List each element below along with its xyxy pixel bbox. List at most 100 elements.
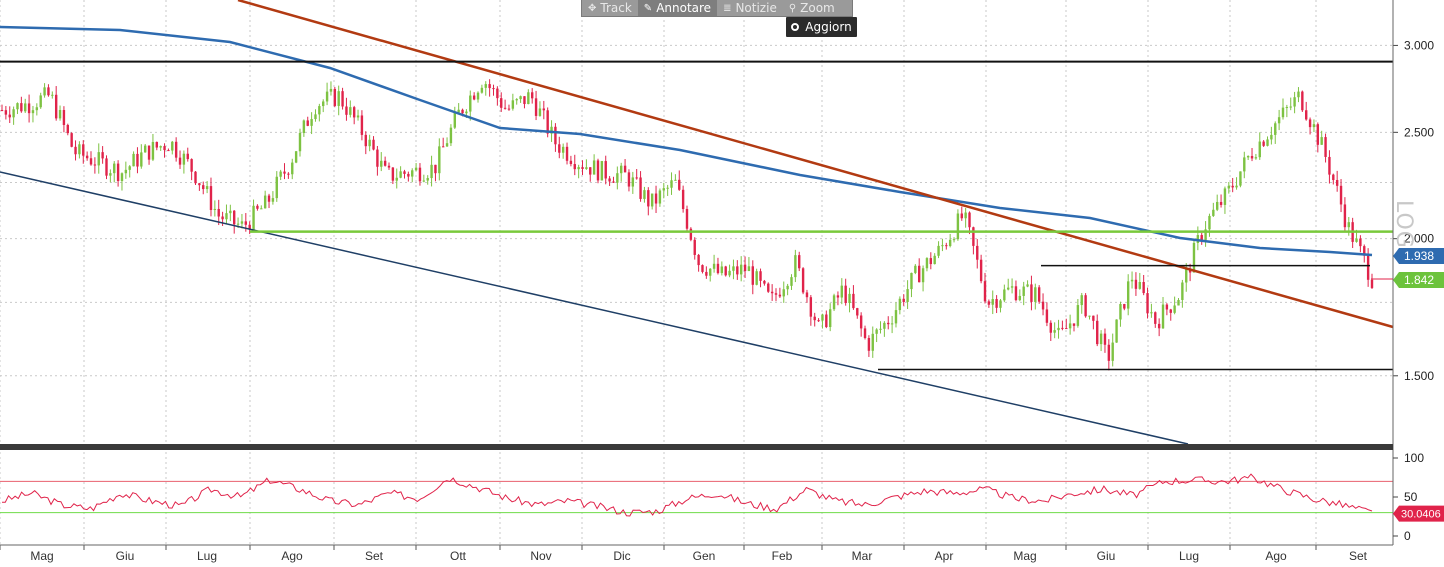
candle-body	[620, 165, 623, 174]
candle-body	[8, 114, 11, 118]
candle-body	[1014, 286, 1018, 301]
x-tick-label: Dic	[613, 549, 630, 563]
candle-body	[515, 99, 518, 101]
candle-body	[914, 265, 917, 273]
candle-body	[1301, 91, 1304, 111]
candle-body	[472, 95, 476, 100]
candle-body	[604, 161, 607, 179]
x-tick-label: Set	[365, 549, 384, 563]
candle-body	[1212, 209, 1215, 216]
news-button[interactable]: ≣ Notizie	[723, 1, 777, 15]
candle-body	[712, 263, 716, 269]
candle-body	[790, 277, 793, 286]
candle-body	[256, 205, 259, 209]
candle-body	[589, 167, 592, 175]
candle-body	[693, 239, 696, 255]
candle-body	[368, 139, 371, 147]
candle-body	[709, 268, 712, 276]
candle-body	[968, 212, 971, 228]
candle-body	[1088, 315, 1091, 317]
candle-body	[573, 164, 576, 170]
candle-body	[608, 178, 611, 182]
candle-body	[1177, 299, 1180, 306]
candle-body	[441, 146, 445, 148]
candle-body	[1119, 304, 1122, 320]
candle-body	[976, 245, 979, 260]
candle-body	[12, 109, 15, 118]
candle-body	[747, 266, 751, 272]
candle-body	[658, 190, 662, 204]
candle-body	[1328, 156, 1331, 175]
candle-body	[1092, 315, 1095, 321]
candle-body	[1308, 119, 1312, 128]
candle-body	[496, 88, 499, 99]
candle-body	[979, 259, 983, 282]
candle-body	[190, 159, 193, 172]
candle-body	[674, 179, 677, 181]
candle-body	[143, 145, 147, 153]
candle-body	[867, 338, 871, 351]
candle-body	[66, 124, 69, 134]
candle-body	[233, 210, 236, 225]
y-tick-label: 2.500	[1404, 125, 1434, 139]
candle-body	[128, 166, 131, 170]
candle-body	[887, 322, 890, 325]
candle-body	[569, 160, 573, 165]
candle-body	[840, 285, 844, 298]
candle-body	[209, 186, 213, 210]
candle-body	[97, 152, 100, 166]
log-scale-label[interactable]: LOG	[1391, 200, 1416, 249]
candle-body	[925, 258, 929, 269]
candle-body	[1057, 327, 1060, 331]
candle-body	[310, 119, 313, 126]
rsi-tick-label: 0	[1404, 529, 1411, 543]
candle-body	[236, 223, 240, 225]
candle-body	[306, 120, 309, 126]
candle-body	[120, 173, 124, 182]
candle-body	[329, 88, 333, 92]
candle-body	[352, 107, 356, 118]
rsi-tick-label: 100	[1404, 451, 1424, 465]
candle-body	[132, 153, 135, 167]
candle-body	[1003, 289, 1006, 301]
candle-body	[140, 152, 143, 167]
annotate-button[interactable]: ✎ Annotare	[637, 0, 718, 16]
refresh-button[interactable]: Aggiorn	[786, 17, 857, 37]
candle-body	[314, 114, 317, 120]
candle-body	[399, 171, 402, 178]
candle-body	[1297, 91, 1300, 98]
candle-body	[1281, 107, 1285, 118]
news-icon: ≣	[723, 2, 732, 14]
candle-body	[1235, 185, 1238, 188]
candle-body	[430, 164, 433, 179]
candle-body	[124, 169, 128, 174]
candle-body	[890, 323, 894, 325]
track-button[interactable]: ✥ Track	[588, 1, 632, 15]
candle-body	[782, 289, 785, 297]
candle-body	[894, 310, 898, 324]
candle-body	[1146, 293, 1149, 314]
candle-body	[999, 300, 1002, 308]
zoom-button[interactable]: ⚲ Zoom	[788, 1, 835, 15]
candle-body	[623, 165, 627, 173]
candle-body	[453, 112, 456, 128]
rsi-line	[2, 473, 1373, 517]
candle-body	[198, 183, 201, 186]
candle-body	[906, 289, 909, 302]
candle-body	[78, 144, 81, 155]
rsi-tick-label: 50	[1404, 490, 1418, 504]
x-tick-label: Lug	[1179, 549, 1199, 563]
candle-body	[70, 133, 73, 147]
candle-body	[786, 285, 789, 290]
candle-body	[596, 160, 600, 181]
candle-body	[987, 301, 991, 305]
candle-body	[546, 110, 549, 134]
candle-body	[1204, 229, 1207, 240]
candle-body	[1208, 215, 1211, 230]
chart-toolbar: ✥ Track ✎ Annotare ≣ Notizie ⚲ Zoom	[581, 0, 853, 17]
candle-body	[302, 120, 306, 134]
candle-body	[449, 127, 453, 144]
candle-body	[770, 291, 774, 294]
candle-body	[221, 216, 224, 220]
candle-body	[1126, 281, 1130, 309]
